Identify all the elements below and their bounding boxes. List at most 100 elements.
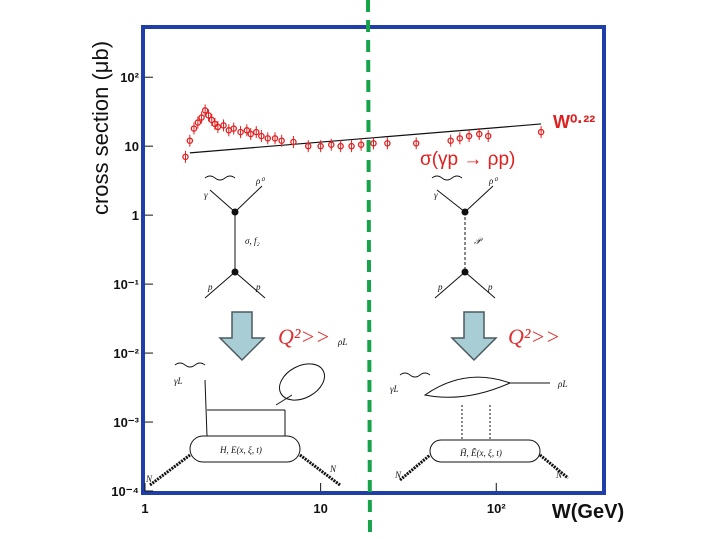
y-tick-label: 10⁻³ (113, 415, 139, 430)
y-tick-label: 10⁻² (113, 346, 139, 361)
x-axis-ticks: 1 10 10² (141, 483, 506, 516)
label-gamma-left: γ (204, 190, 208, 200)
label-gamma-right: γ (434, 190, 438, 200)
data-point (290, 138, 297, 146)
down-arrow-left-icon (218, 311, 266, 362)
meson-blob-left (279, 363, 325, 401)
label-gammaL-left: γL (174, 376, 183, 386)
divider-line (366, 0, 372, 540)
data-point (201, 107, 209, 114)
data-point (337, 142, 344, 150)
vertex-bottom-right (461, 268, 469, 276)
plot-frame (141, 25, 606, 495)
y-tick-label: 10 (125, 139, 139, 154)
x-tick-label: 10² (487, 501, 506, 516)
vertex-bottom-left (231, 268, 239, 276)
label-N-left-2: N (329, 464, 337, 474)
nucleon-in-left (149, 453, 191, 487)
data-point (253, 128, 260, 136)
data-point (328, 141, 335, 148)
data-point (484, 132, 492, 140)
data-point (220, 122, 227, 129)
data-point (348, 142, 355, 150)
y-tick-label: 10⁻⁴ (111, 484, 139, 499)
data-point (208, 116, 216, 124)
proton-in-left (204, 271, 236, 299)
nucleon-out-right (539, 453, 569, 480)
vertex-top-left (231, 208, 239, 216)
gpd-blob-right (429, 439, 541, 463)
x-axis-label: W(GeV) (552, 501, 624, 523)
photon-line-left (204, 175, 236, 181)
rho-line-left (234, 185, 263, 213)
quark-line-left-1 (204, 379, 208, 437)
data-point (247, 130, 254, 138)
data-point (205, 112, 212, 119)
label-p-left-2: p (255, 282, 261, 292)
meson-leg-left (275, 394, 293, 406)
data-point (198, 114, 205, 121)
data-point (264, 135, 272, 142)
data-point (271, 135, 279, 142)
proton-out-left (234, 271, 266, 299)
nucleon-in-right (399, 453, 431, 482)
data-point (384, 140, 391, 147)
label-N-right-2: N (555, 470, 563, 480)
label-gpd-right: H̃, Ẽ(x, ξ, t) (459, 448, 502, 458)
y-tick-label: 1 (132, 208, 139, 223)
data-point (370, 140, 377, 147)
gammaL-line-right (399, 372, 431, 378)
data-point (317, 142, 324, 150)
data-point (243, 127, 251, 134)
photon-vertex-right (436, 189, 466, 213)
label-rho0-right: ρ⁰ (488, 176, 498, 186)
data-point (214, 123, 222, 131)
data-point (456, 135, 464, 142)
label-p-right-1: p (437, 282, 443, 292)
data-point (278, 137, 285, 144)
x-tick-label: 10 (313, 501, 327, 516)
photon-line-right (431, 175, 463, 181)
photon-vertex-left (209, 189, 236, 213)
fit-label: W⁰·²² (553, 112, 595, 132)
proton-out-right (464, 271, 496, 299)
data-point (182, 153, 189, 161)
label-gammaL-right: γL (390, 384, 399, 394)
label-rhoL-right: ρL (557, 379, 567, 389)
label-N-right-1: N (394, 470, 402, 480)
label-sigma-f2: σ, f₂ (245, 236, 260, 246)
data-point (194, 119, 202, 126)
x-tick-label: 1 (141, 501, 148, 516)
data-point (304, 142, 312, 150)
y-axis-ticks: 10⁻⁴ 10⁻³ 10⁻² 10⁻¹ 1 10 10² (111, 70, 153, 499)
vertex-top-right (461, 208, 469, 216)
gammaL-line-left (174, 362, 206, 368)
meson-blob-right (423, 376, 512, 398)
rho-line-right (464, 185, 494, 213)
gpd-blob-left (189, 435, 301, 463)
data-point (186, 137, 194, 144)
y-axis-label: cross section (μb) (88, 41, 113, 215)
handbag-diagram-right (399, 372, 569, 482)
data-point (357, 141, 365, 148)
feynman-diagram-right (431, 175, 496, 299)
y-tick-label: 10⁻¹ (113, 277, 139, 292)
data-series (182, 104, 545, 163)
process-label: σ(γp → ρp) (420, 149, 515, 170)
data-point (258, 132, 265, 140)
handbag-diagram-left (149, 362, 341, 487)
label-gpd-left: H, E(x, ξ, t) (219, 445, 262, 455)
data-point (237, 128, 244, 136)
down-arrow-right-icon (450, 311, 498, 362)
label-pomeron: 𝒫 (474, 236, 483, 246)
label-rho0-left: ρ⁰ (255, 176, 265, 186)
label-p-right-2: p (487, 282, 493, 292)
fit-line (189, 123, 542, 154)
feynman-diagram-left (204, 175, 266, 299)
data-point (412, 140, 420, 147)
data-point (230, 125, 237, 132)
data-point (465, 132, 473, 140)
data-point (190, 125, 198, 132)
label-p-left-1: p (207, 282, 213, 292)
